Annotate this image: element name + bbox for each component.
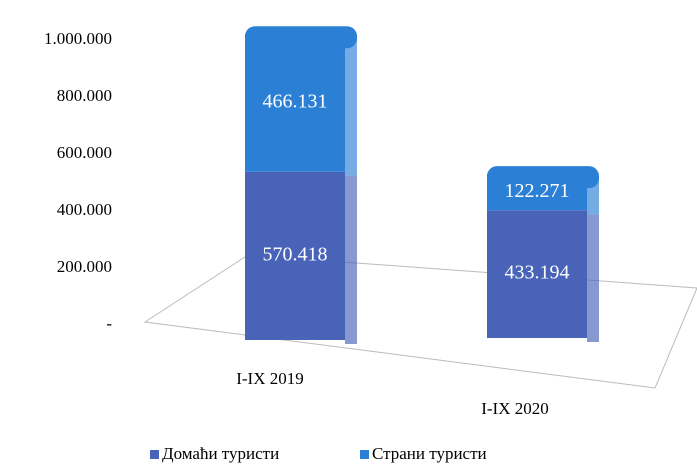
value-label: 570.418 bbox=[263, 243, 328, 265]
value-label: 466.131 bbox=[263, 91, 328, 113]
x-tick-label: I-IX 2020 bbox=[481, 399, 549, 418]
bar-segment bbox=[245, 34, 345, 172]
bar-side bbox=[345, 38, 357, 176]
bar-segment bbox=[487, 210, 587, 338]
y-tick-label: - bbox=[106, 314, 112, 333]
y-tick-label: 200.000 bbox=[57, 257, 112, 276]
y-tick-label: 1.000.000 bbox=[44, 29, 112, 48]
value-label: 122.271 bbox=[505, 180, 570, 202]
legend-swatch bbox=[360, 450, 369, 459]
bar-top bbox=[487, 166, 599, 189]
bar-side bbox=[587, 214, 599, 342]
y-tick-label: 400.000 bbox=[57, 200, 112, 219]
legend-swatch bbox=[150, 450, 159, 459]
bar-side bbox=[345, 175, 357, 344]
legend-label: Страни туристи bbox=[372, 444, 487, 463]
value-label: 433.194 bbox=[505, 262, 570, 284]
y-tick-label: 600.000 bbox=[57, 143, 112, 162]
bar-top bbox=[245, 26, 357, 49]
floor bbox=[143, 254, 697, 389]
y-tick-label: 800.000 bbox=[57, 86, 112, 105]
legend-label: Домаћи туристи bbox=[162, 444, 279, 463]
x-tick-label: I-IX 2019 bbox=[236, 369, 304, 388]
bar-segment bbox=[245, 171, 345, 340]
